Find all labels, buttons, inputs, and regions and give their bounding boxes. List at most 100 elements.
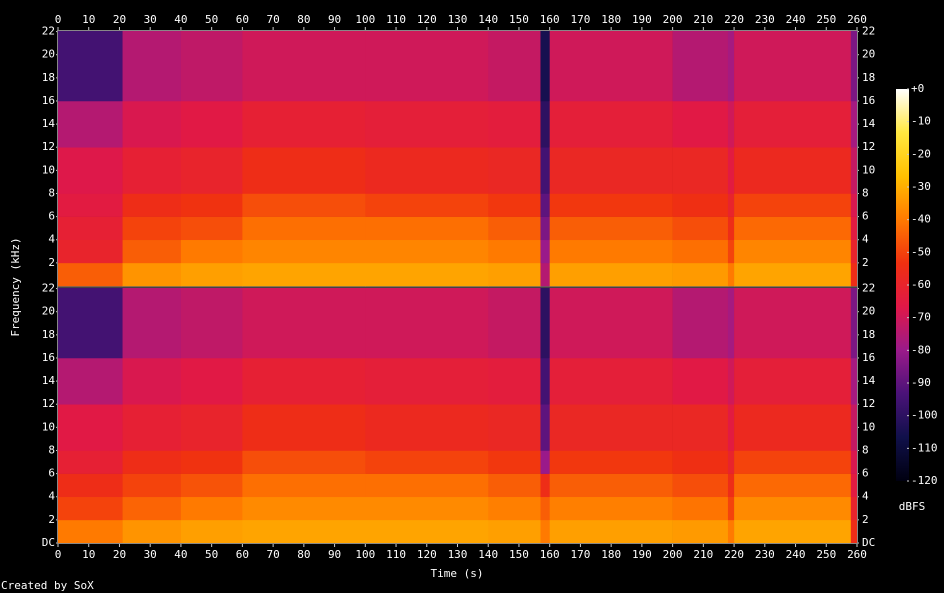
spectrogram-cell (734, 496, 852, 521)
spectrogram-cell (734, 288, 852, 359)
y-tick-label-right: 18 (862, 328, 875, 341)
y-tick-label: 14 (42, 117, 56, 130)
spectrogram-cell (549, 216, 673, 241)
spectrogram-cell (540, 288, 550, 359)
y-tick-label-right: 22 (862, 25, 875, 38)
spectrogram-cell (540, 496, 550, 521)
spectrogram-cell (734, 31, 852, 102)
x-tick-label-top: 220 (724, 13, 744, 26)
spectrogram-cell (122, 450, 182, 474)
spectrogram-cell (242, 357, 366, 405)
spectrogram-cell (365, 496, 489, 521)
spectrogram-cell (365, 519, 489, 544)
spectrogram-cell (672, 519, 729, 544)
spectrogram-cell (242, 473, 366, 498)
x-tick-label: 180 (601, 548, 621, 561)
spectrogram-cell (242, 519, 366, 544)
spectrogram-cell (540, 193, 550, 217)
spectrogram-cell (488, 519, 541, 544)
x-tick-label: 30 (144, 548, 157, 561)
spectrogram-cell (180, 31, 243, 102)
spectrogram-cell (672, 262, 729, 287)
spectrogram-cell (549, 262, 673, 287)
y-tick-label: 6 (48, 210, 55, 223)
spectrogram-cell (850, 216, 858, 241)
spectrogram-cell (734, 357, 852, 405)
y-tick-label: 18 (42, 71, 55, 84)
spectrogram-cell (180, 519, 243, 544)
y-tick-label: 8 (48, 443, 55, 456)
colorbar-tick-label: -40 (911, 213, 931, 226)
x-tick-label: 140 (478, 548, 498, 561)
x-tick-label: 200 (663, 548, 683, 561)
x-tick-label-top: 140 (478, 13, 498, 26)
x-tick-label-top: 70 (266, 13, 279, 26)
spectrogram-cell (549, 404, 673, 451)
x-tick-label-top: 250 (816, 13, 836, 26)
spectrogram-cell (180, 450, 243, 474)
spectrogram-cell (672, 288, 729, 359)
spectrogram-cell (58, 357, 123, 405)
spectrogram-cell (672, 147, 729, 194)
spectrogram-cell (180, 100, 243, 148)
x-tick-label-top: 80 (297, 13, 310, 26)
spectrogram-cell (122, 404, 182, 451)
spectrogram-cell (58, 519, 123, 544)
spectrogram-cell (734, 239, 852, 264)
spectrogram-cell (672, 216, 729, 241)
x-tick-label-top: 50 (205, 13, 218, 26)
spectrogram-cell (365, 357, 489, 405)
x-tick-label: 110 (386, 548, 406, 561)
x-tick-label: 120 (417, 548, 437, 561)
x-tick-label: 220 (724, 548, 744, 561)
spectrogram-cell (488, 239, 541, 264)
spectrogram-cell (488, 450, 541, 474)
spectrogram-cell (549, 519, 673, 544)
spectrogram-cell (488, 100, 541, 148)
x-tick-label-top: 210 (693, 13, 713, 26)
spectrogram-cell (672, 193, 729, 217)
spectrogram-cell (672, 100, 729, 148)
y-tick-label: 6 (48, 467, 55, 480)
spectrogram-cell (58, 193, 123, 217)
y-tick-label-right: 2 (862, 513, 869, 526)
spectrogram-cell (58, 496, 123, 521)
spectrogram-cell (365, 473, 489, 498)
colorbar (896, 89, 909, 481)
y-tick-label-right: DC (862, 536, 875, 549)
x-tick-label: 160 (540, 548, 560, 561)
spectrogram-cell (727, 450, 735, 474)
spectrogram-cell (58, 31, 123, 102)
spectrogram-cell (549, 473, 673, 498)
spectrogram-cell (180, 147, 243, 194)
x-tick-label-top: 60 (236, 13, 249, 26)
y-tick-label-right: 14 (862, 117, 876, 130)
spectrogram-cell (122, 262, 182, 287)
x-tick-label: 50 (205, 548, 218, 561)
x-tick-label-top: 180 (601, 13, 621, 26)
spectrogram-cell (122, 473, 182, 498)
spectrogram-cell (242, 100, 366, 148)
x-tick-label: 100 (355, 548, 375, 561)
colorbar-tick-label: -60 (911, 278, 931, 291)
x-tick-label: 250 (816, 548, 836, 561)
spectrogram-cell (734, 450, 852, 474)
spectrogram-cell (180, 239, 243, 264)
spectrogram-cell (180, 288, 243, 359)
y-tick-label-right: 16 (862, 351, 875, 364)
colorbar-tick-label: -50 (911, 245, 931, 258)
y-tick-label-right: 12 (862, 140, 875, 153)
spectrogram-cell (122, 193, 182, 217)
colorbar-label: dBFS (899, 500, 926, 513)
spectrogram-cell (180, 473, 243, 498)
spectrogram-cell (488, 357, 541, 405)
x-tick-label-top: 10 (82, 13, 95, 26)
x-axis-label: Time (s) (431, 567, 484, 580)
spectrogram-cell (727, 239, 735, 264)
y-tick-label: 14 (42, 374, 56, 387)
x-tick-label-top: 110 (386, 13, 406, 26)
spectrogram-cell (850, 147, 858, 194)
x-tick-label-top: 20 (113, 13, 126, 26)
x-tick-label: 230 (755, 548, 775, 561)
